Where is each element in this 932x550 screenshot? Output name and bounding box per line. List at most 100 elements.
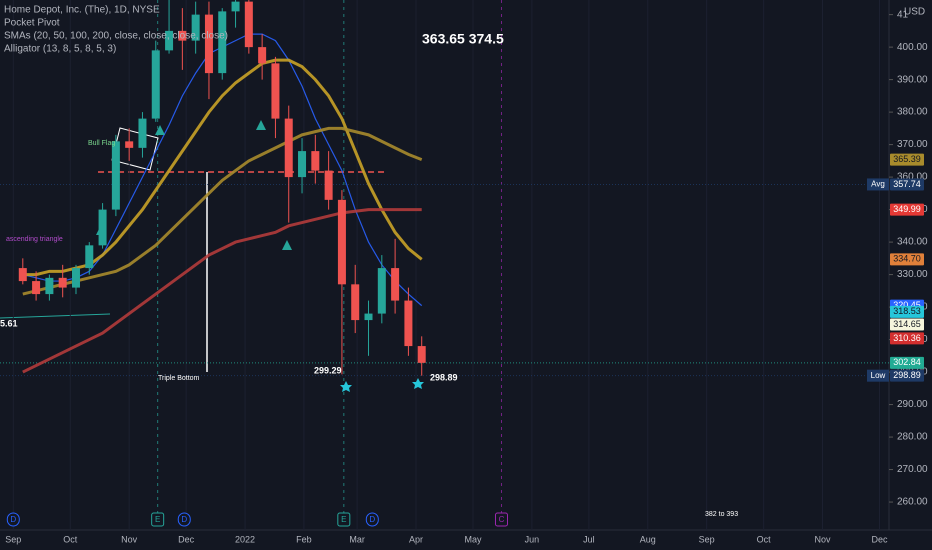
moving-average <box>22 126 423 296</box>
pocket-pivot <box>155 125 165 135</box>
pattern-label: Bull Flag <box>88 140 115 147</box>
indicator-label: Alligator (13, 8, 5, 8, 5, 3) <box>4 44 116 55</box>
y-tick-label: 290.00 <box>897 399 928 410</box>
price-label: 298.89 <box>893 370 921 380</box>
y-tick-label: 400.00 <box>897 42 928 53</box>
event-label: E <box>341 515 346 524</box>
currency: USD <box>904 7 925 18</box>
target-note: 363.65 374.5 <box>422 31 504 47</box>
pattern-label: ascending triangle <box>6 236 63 243</box>
price-label-box <box>890 305 924 318</box>
y-tick-label: 270.00 <box>897 464 928 475</box>
candle-body <box>417 346 426 363</box>
x-tick-label: Jun <box>525 534 540 544</box>
candle-body <box>337 199 346 285</box>
x-tick-label: Dec <box>178 534 195 544</box>
event-label: E <box>155 515 160 524</box>
moving-average <box>22 208 422 374</box>
price-label: 314.65 <box>893 319 921 329</box>
candle-body <box>191 14 200 41</box>
event-marker <box>151 512 165 527</box>
event-label: D <box>181 515 187 524</box>
price-label-box <box>890 178 924 191</box>
star <box>412 378 424 389</box>
price-label: 318.53 <box>893 306 921 316</box>
x-tick-label: Feb <box>296 534 312 544</box>
event-marker <box>177 512 191 527</box>
candle-body <box>165 30 174 51</box>
x-tick-label: Sep <box>699 534 715 544</box>
pattern-label: Triple Bottom <box>158 375 200 382</box>
x-tick-label: Apr <box>409 534 423 544</box>
left-value: 5.61 <box>0 318 18 328</box>
event-marker <box>6 512 20 527</box>
price-tag-box <box>867 369 889 382</box>
candle-body <box>351 284 360 321</box>
y-tick-label: 360.00 <box>897 172 928 183</box>
candle-body <box>178 30 187 41</box>
candle-body <box>284 118 293 178</box>
x-tick-label: Mar <box>349 534 365 544</box>
candle-body <box>98 209 107 246</box>
event-label: D <box>369 515 375 524</box>
candle-body <box>204 14 213 74</box>
y-tick-label: 330.00 <box>897 269 928 280</box>
event-marker <box>365 512 379 527</box>
event-label: D <box>10 515 16 524</box>
candle-body <box>58 277 67 288</box>
candle-body <box>71 268 80 288</box>
price-label: 357.74 <box>893 179 921 189</box>
price-label-box <box>890 332 924 345</box>
candle-body <box>45 277 54 295</box>
candle-body <box>218 11 227 74</box>
candle-body <box>138 118 147 148</box>
candle-body <box>151 50 160 119</box>
price-label-box <box>890 369 924 382</box>
y-tick-label: 370.00 <box>897 139 928 150</box>
price-label: 334.70 <box>893 254 921 264</box>
indicator-label: Pocket Pivot <box>4 18 60 29</box>
x-tick-label: Jul <box>583 534 595 544</box>
x-tick-label: Oct <box>757 534 772 544</box>
price-tag: Avg <box>871 180 885 189</box>
price-label-box <box>890 253 924 266</box>
candle-body <box>18 268 27 282</box>
price-tag: Low <box>871 371 886 380</box>
trend-line <box>0 313 111 319</box>
y-tick-label: 41 <box>897 9 909 20</box>
price-label: 302.84 <box>893 357 921 367</box>
candle-body <box>231 1 240 12</box>
price-label: 349.99 <box>893 204 921 214</box>
x-tick-label: Sep <box>5 534 21 544</box>
x-tick-label: Dec <box>871 534 888 544</box>
y-tick-label: 380.00 <box>897 107 928 118</box>
y-tick-label: 390.00 <box>897 74 928 85</box>
x-tick-label: Nov <box>815 534 832 544</box>
price-label: 365.39 <box>893 154 921 164</box>
y-tick-label: 340.00 <box>897 237 928 248</box>
price-label-box <box>890 203 924 216</box>
price-label-box <box>890 356 924 369</box>
low-label: 299.29 <box>314 365 342 375</box>
event-label: C <box>499 515 505 524</box>
candle-body <box>311 151 320 171</box>
candle-body <box>258 47 267 64</box>
candle-body <box>244 1 253 48</box>
x-tick-label: Aug <box>640 534 656 544</box>
candle-body <box>324 170 333 200</box>
price-tag-box <box>867 178 889 191</box>
marks <box>0 0 889 530</box>
candle-body <box>391 268 400 301</box>
candle-body <box>404 300 413 347</box>
candle-body <box>125 141 134 148</box>
candle-body <box>298 151 307 178</box>
candle-body <box>32 281 41 295</box>
star <box>340 381 352 392</box>
candle-body <box>271 63 280 119</box>
event-marker <box>494 512 508 527</box>
price-label-box <box>890 318 924 331</box>
price-label-box <box>890 153 924 166</box>
pocket-pivot <box>282 240 292 250</box>
